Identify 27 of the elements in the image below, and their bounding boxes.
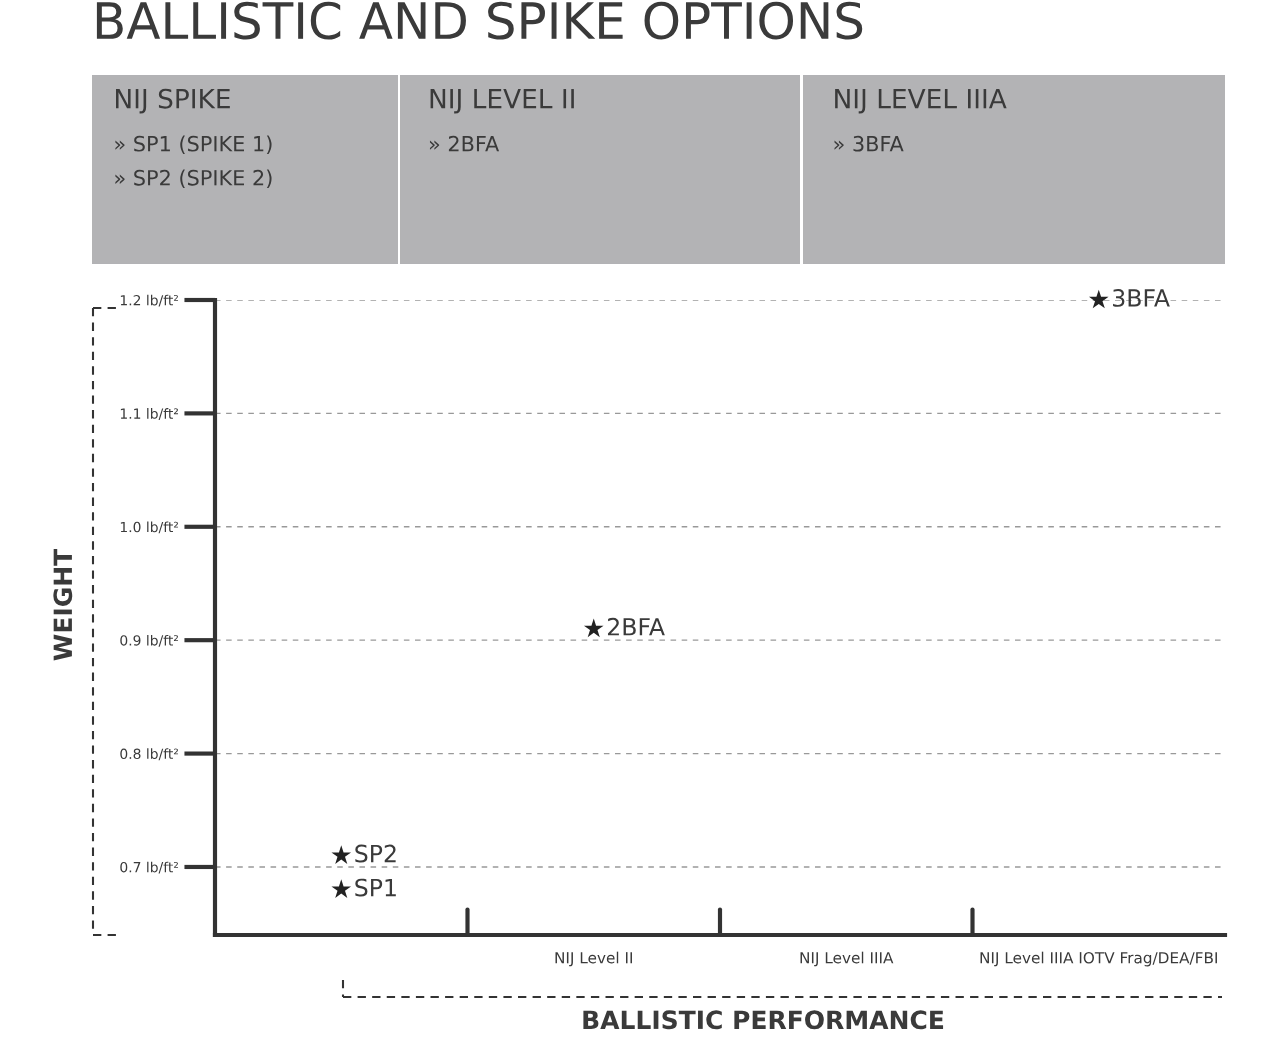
series-label: SP2	[355, 844, 396, 863]
y-tick-label: 0.7 lb/ft²	[120, 861, 179, 874]
x-tick-label: NIJ Level IIIA IOTV Frag/DEA/FBI	[980, 951, 1217, 967]
y-tick-label: 1.1 lb/ft²	[120, 408, 179, 420]
chart-title: BALLISTIC AND SPIKE OPTIONS	[96, 1, 863, 40]
series-label: 2BFA	[607, 617, 665, 636]
text: » SP2 (SPIKE 2)	[115, 169, 272, 189]
series-label: SP1	[355, 878, 396, 897]
text: NIJ SPIKE	[116, 88, 230, 114]
y-tick-label: 0.8 lb/ft²	[120, 748, 179, 761]
text: » 2BFA	[429, 135, 500, 152]
point	[583, 618, 604, 638]
x-tick-label: NIJ Level IIIA	[800, 951, 894, 967]
point	[1088, 289, 1109, 309]
point	[331, 845, 352, 864]
series-label: 3BFA	[1113, 288, 1170, 307]
text: » 3BFA	[834, 135, 904, 152]
x-axis-title: BALLISTIC PERFORMANCE	[583, 1010, 944, 1030]
point	[331, 879, 352, 898]
y-tick-label: 1.0 lb/ft²	[120, 521, 179, 534]
y-tick-label: 0.9 lb/ft²	[120, 634, 179, 647]
text: NIJ LEVEL IIIA	[835, 89, 1007, 114]
y-tick-label: 1.2 lb/ft²	[120, 294, 179, 307]
y-axis-title: WEIGHT	[53, 548, 73, 661]
text: NIJ LEVEL II	[430, 89, 574, 114]
x-tick-label: NIJ Level II	[555, 951, 632, 967]
text: » SP1 (SPIKE 1)	[115, 135, 272, 155]
